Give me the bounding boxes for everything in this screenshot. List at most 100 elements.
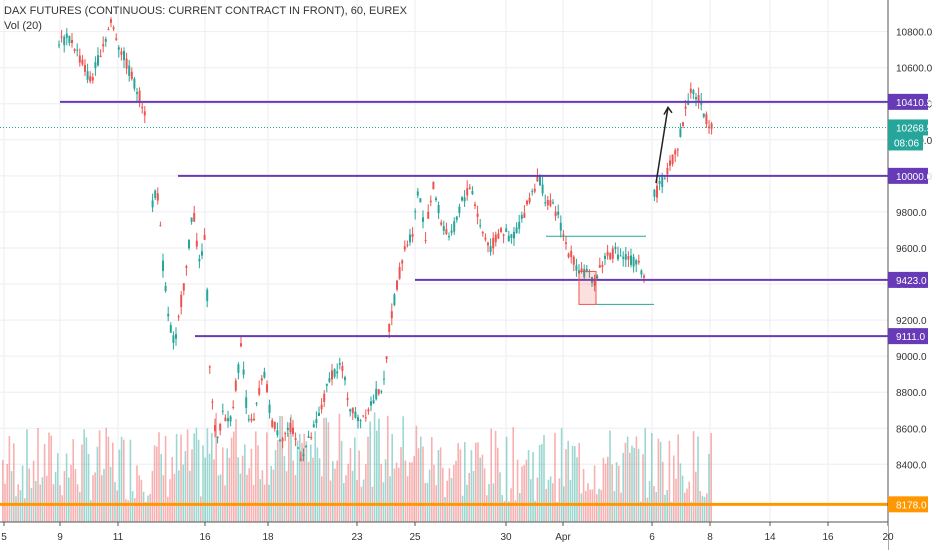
volume-bar [325, 417, 327, 522]
candle-body [180, 294, 183, 307]
symbol-title[interactable]: DAX FUTURES (CONTINUOUS: CURRENT CONTRAC… [4, 5, 407, 17]
volume-bar [270, 466, 272, 522]
volume-bar [437, 450, 440, 522]
volume-bar [455, 460, 457, 522]
volume-bar [343, 483, 345, 522]
volume-bar [565, 449, 567, 522]
candle-body [97, 55, 99, 66]
candle-body [544, 202, 547, 204]
volume-bar [261, 470, 264, 522]
candle-body [453, 221, 456, 232]
volume-bar [446, 480, 448, 522]
arrow-head[interactable] [663, 105, 673, 115]
volume-bar [426, 482, 429, 522]
candle-body [445, 229, 448, 234]
volume-bar [409, 462, 411, 522]
candle-body [208, 366, 211, 368]
candle-body [107, 29, 110, 31]
candle-body [289, 422, 292, 432]
candle-body [86, 71, 89, 80]
candle-body [484, 237, 487, 240]
candle-body [224, 417, 227, 422]
volume-bar [112, 442, 114, 522]
volume-bar [332, 461, 334, 522]
candle-body [310, 436, 313, 439]
candle-body [471, 190, 474, 194]
candle-body [203, 235, 206, 240]
x-tick-label: 25 [409, 532, 421, 543]
candle-body [539, 176, 541, 186]
candle-body [635, 260, 638, 265]
volume-bar [673, 455, 675, 522]
volume-bar [46, 475, 48, 522]
arrow-line[interactable] [655, 107, 669, 184]
candle-body [71, 40, 73, 44]
candle-body [364, 417, 367, 419]
volume-bar [699, 491, 701, 522]
candle-body [162, 260, 164, 272]
candle-body [702, 113, 705, 117]
volume-bar [499, 472, 501, 522]
candle-body [193, 213, 196, 222]
candle-body [531, 191, 534, 193]
volume-bar [299, 433, 301, 522]
candle-body [110, 19, 112, 23]
candle-body [390, 311, 393, 319]
candle-body [507, 235, 510, 242]
price-badge[interactable] [888, 93, 928, 110]
candle-body [214, 425, 216, 432]
volume-bar [211, 432, 213, 522]
candle-body [565, 242, 567, 245]
candle-body [432, 181, 435, 190]
candle-body [435, 198, 437, 200]
candle-body [580, 268, 583, 272]
volume-bar [384, 459, 387, 522]
volume-bar [415, 425, 418, 522]
candle-body [557, 211, 560, 215]
price-badge[interactable] [888, 271, 928, 288]
volume-bar [136, 465, 138, 522]
candle-body [619, 255, 622, 257]
volume-bar [679, 463, 682, 522]
candle-body [637, 260, 640, 263]
volume-bar [459, 449, 462, 522]
volume-bar [547, 479, 550, 522]
y-tick-label: 9600.0 [896, 244, 927, 255]
volume-bar [413, 456, 415, 522]
volume-bar [26, 429, 28, 522]
volume-bar [303, 433, 305, 522]
volume-bar [505, 436, 508, 522]
price-badge[interactable] [888, 134, 923, 151]
candle-body [505, 228, 508, 232]
volume-bar [657, 438, 660, 522]
volume-bar [239, 473, 242, 522]
volume-indicator-label[interactable]: Vol (20) [4, 20, 42, 32]
candle-body [440, 222, 443, 225]
volume-bar [85, 437, 88, 522]
price-badge[interactable] [888, 167, 928, 184]
volume-bar [706, 493, 708, 522]
price-badge[interactable] [888, 496, 928, 513]
candle-body [554, 211, 557, 217]
volume-bar [164, 435, 167, 522]
volume-bar [118, 449, 121, 522]
volume-bar [525, 459, 528, 522]
volume-bar [189, 470, 191, 522]
volume-bar [101, 475, 103, 522]
candle-body [112, 27, 115, 30]
volume-bar [235, 418, 237, 522]
candle-body [133, 78, 136, 89]
candle-body [624, 254, 627, 260]
price-badge[interactable] [888, 119, 928, 136]
candle-body [302, 454, 305, 456]
highlight-box[interactable] [578, 270, 597, 305]
volume-bar [541, 444, 543, 522]
volume-bar [382, 482, 385, 522]
candle-body [611, 248, 614, 259]
candle-body [377, 389, 380, 395]
volume-bar [169, 479, 171, 522]
price-badge[interactable] [888, 328, 928, 345]
x-tick-label: 6 [649, 532, 655, 543]
volume-bar [444, 496, 446, 522]
